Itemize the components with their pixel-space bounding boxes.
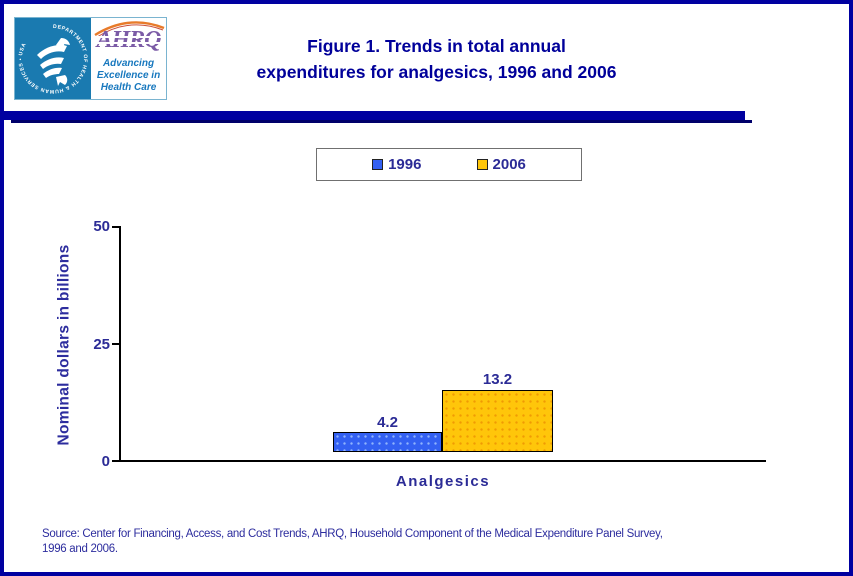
ahrq-hhs-logo: DEPARTMENT OF HEALTH & HUMAN SERVICES • … (14, 17, 167, 100)
source-note: Source: Center for Financing, Access, an… (42, 527, 832, 557)
bar-value-label-2006: 13.2 (482, 371, 513, 388)
acronym-stripe (94, 42, 163, 44)
y-tick-mark-25 (112, 343, 119, 345)
tagline-line-2: Excellence in (96, 70, 161, 81)
source-line-2: 1996 and 2006. (42, 543, 118, 555)
figure-title: Figure 1. Trends in total annual expendi… (164, 33, 709, 85)
legend-label-2006: 2006 (492, 156, 526, 173)
tagline-line-1: Advancing (102, 58, 155, 69)
ahrq-logo-panel: AHRQ Advancing Excellence in Health Care (91, 18, 166, 99)
legend-label-1996: 1996 (388, 156, 422, 173)
legend-swatch-1996 (372, 159, 384, 170)
tagline-line-3: Health Care (100, 82, 157, 93)
y-axis-title: Nominal dollars in billions (55, 244, 73, 446)
eagle-glyph (37, 38, 70, 86)
bar-2006-analgesics (442, 390, 553, 452)
y-tick-mark-50 (112, 226, 119, 228)
figure-title-line-1: Figure 1. Trends in total annual (307, 36, 566, 56)
hhs-seal-icon: DEPARTMENT OF HEALTH & HUMAN SERVICES • … (15, 18, 91, 99)
header-divider-bar (4, 111, 752, 123)
legend-item-2006: 2006 (476, 156, 526, 173)
ahrq-acronym: AHRQ (96, 27, 161, 53)
source-line-1: Source: Center for Financing, Access, an… (42, 528, 663, 540)
legend-item-1996: 1996 (372, 156, 421, 173)
y-axis-line (119, 226, 121, 462)
x-axis-line (119, 460, 766, 462)
acronym-stripe (94, 36, 163, 38)
bar-value-label-1996: 4.2 (377, 414, 398, 431)
y-tick-label-50: 50 (93, 218, 110, 235)
x-category-label: Analgesics (395, 473, 491, 490)
chart-legend: 1996 2006 (316, 148, 582, 181)
ahrq-swoosh-icon (94, 21, 165, 38)
figure-title-line-2: expenditures for analgesics, 1996 and 20… (256, 62, 617, 82)
y-tick-mark-0 (112, 460, 119, 462)
y-tick-label-25: 25 (93, 336, 110, 353)
ahrq-tagline: Advancing Excellence in Health Care (91, 58, 166, 94)
y-tick-label-0: 0 (101, 453, 110, 470)
legend-swatch-2006 (476, 159, 488, 170)
bar-1996-analgesics (333, 432, 442, 452)
